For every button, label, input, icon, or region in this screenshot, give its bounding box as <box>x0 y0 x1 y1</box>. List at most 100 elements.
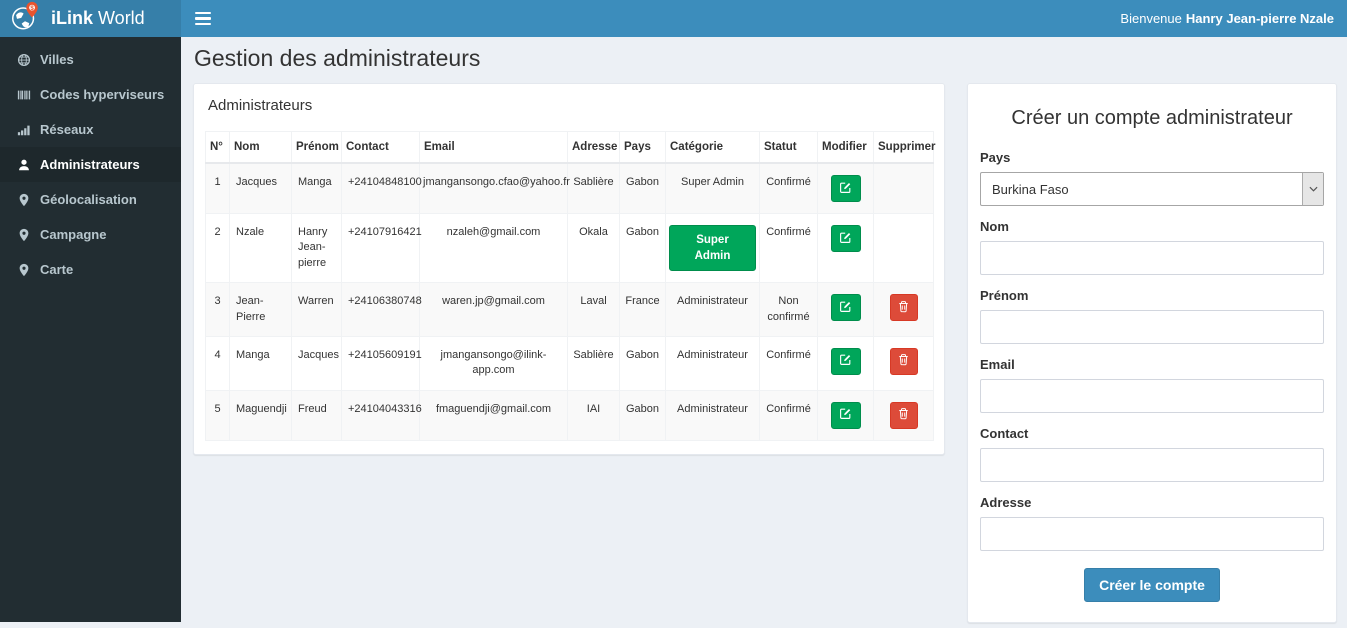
navbar: Bienvenue Hanry Jean-pierre Nzale <box>181 0 1347 37</box>
column-header-adresse: Adresse <box>567 131 620 164</box>
cell-nom: Jean-Pierre <box>229 282 292 337</box>
cell-categorie: Administrateur <box>665 335 760 391</box>
contact-input[interactable] <box>980 448 1324 482</box>
globe-icon <box>16 52 31 67</box>
column-header-pays: Pays <box>619 131 666 164</box>
delete-button[interactable] <box>889 401 918 429</box>
sidebar-item-carte[interactable]: Carte <box>0 252 181 287</box>
edit-button[interactable] <box>830 294 861 322</box>
nom-input[interactable] <box>980 241 1324 275</box>
cell-nom: Jacques <box>229 162 292 214</box>
adresse-input[interactable] <box>980 517 1324 551</box>
cell-adresse: IAI <box>567 389 620 441</box>
cell-adresse: Laval <box>567 282 620 337</box>
page-title: Gestion des administrateurs <box>194 45 481 71</box>
form-group-contact: Contact <box>980 426 1324 482</box>
brand-logo-area[interactable]: $ iLink World <box>0 0 181 37</box>
sidebar-item-villes[interactable]: Villes <box>0 42 181 77</box>
sidebar-item-label: Réseaux <box>40 122 94 137</box>
delete-button[interactable] <box>889 347 918 375</box>
column-header-modifier: Modifier <box>817 131 874 164</box>
cell-contact: +24105609191 <box>341 335 422 391</box>
edit-button[interactable] <box>830 401 861 429</box>
cell-supprimer <box>873 212 934 284</box>
ilink-globe-pin-logo-icon: $ <box>9 0 41 38</box>
sidebar-item-reseaux[interactable]: Réseaux <box>0 112 181 147</box>
map-marker-icon <box>16 192 31 207</box>
edit-icon <box>839 181 852 197</box>
cell-pays: France <box>619 282 666 337</box>
cell-contact: +24104043316 <box>341 389 422 441</box>
trash-icon <box>897 407 910 423</box>
email-input[interactable] <box>980 379 1324 413</box>
cell-prenom: Manga <box>291 162 342 214</box>
sidebar-item-label: Codes hyperviseurs <box>40 87 165 102</box>
field-label-pays: Pays <box>980 150 1011 165</box>
trash-icon <box>897 353 910 369</box>
edit-button[interactable] <box>830 347 861 375</box>
sidebar-item-administrateurs[interactable]: Administrateurs <box>0 147 181 182</box>
svg-text:$: $ <box>30 4 34 11</box>
form-group-nom: Nom <box>980 219 1324 275</box>
edit-icon <box>839 231 852 247</box>
cell-pays: Gabon <box>619 162 666 214</box>
cell-supprimer <box>873 335 934 391</box>
form-group-email: Email <box>980 357 1324 413</box>
cell-contact: +24106380748 <box>341 282 422 337</box>
cell-email: jmangansongo.cfao@yahoo.fr <box>419 162 570 214</box>
admin-table-row: 4 Manga Jacques +24105609191 jmangansongo@il… <box>205 335 934 391</box>
cell-pays: Gabon <box>619 212 666 284</box>
cell-nom: Maguendji <box>229 389 292 441</box>
edit-button[interactable] <box>830 225 861 252</box>
sidebar-item-label: Carte <box>40 262 74 277</box>
sidebar: Villes Codes hyperviseurs Réseaux Administr… <box>0 37 181 622</box>
cell-adresse: Okala <box>567 212 620 284</box>
map-marker-icon <box>16 262 31 277</box>
create-account-panel: Créer un compte administrateur Pays Burki… <box>967 83 1337 623</box>
sidebar-toggle-button[interactable] <box>181 0 225 37</box>
cell-pays: Gabon <box>619 389 666 441</box>
create-account-title: Créer un compte administrateur <box>1011 107 1293 129</box>
administrators-panel-title: Administrateurs <box>208 97 313 114</box>
map-marker-icon <box>16 227 31 242</box>
column-header-contact: Contact <box>341 131 420 164</box>
create-account-button[interactable]: Créer le compte <box>1084 568 1220 602</box>
column-header-supprimer: Supprimer <box>873 131 936 164</box>
cell-num: 3 <box>205 282 230 337</box>
sidebar-item-geolocalisation[interactable]: Géolocalisation <box>0 182 181 217</box>
prenom-input[interactable] <box>980 310 1324 344</box>
admin-table-row: 5 Maguendji Freud +24104043316 fmaguendji@gm… <box>205 389 934 441</box>
cell-categorie: Super Admin <box>665 212 760 284</box>
administrators-table: N° Nom Prénom Contact Email Adresse Pays Catégo… <box>205 131 936 441</box>
field-label-email: Email <box>980 357 1015 372</box>
cell-statut: Confirmé <box>759 335 818 391</box>
edit-icon <box>839 353 852 369</box>
cell-email: nzaleh@gmail.com <box>419 212 568 284</box>
brand-title-light: World <box>93 8 145 28</box>
admin-table-row: 3 Jean-Pierre Warren +24106380748 waren.jp@g… <box>205 282 934 337</box>
delete-button[interactable] <box>889 294 918 322</box>
cell-contact: +24104848100 <box>341 162 422 214</box>
pays-select[interactable]: Burkina Faso <box>980 172 1324 206</box>
cell-prenom: Hanry Jean-pierre <box>291 212 342 284</box>
column-header-statut: Statut <box>759 131 818 164</box>
cell-statut: Non confirmé <box>759 282 818 337</box>
cell-num: 5 <box>205 389 230 441</box>
cell-prenom: Freud <box>291 389 342 441</box>
selected-value: Burkina Faso <box>992 181 1069 197</box>
administrators-panel: Administrateurs N° Nom Prénom Contact Email A… <box>193 83 945 455</box>
edit-button[interactable] <box>830 175 861 202</box>
chevron-down-icon <box>1302 173 1323 205</box>
sidebar-item-codes-hyperviseurs[interactable]: Codes hyperviseurs <box>0 77 181 112</box>
sidebar-item-campagne[interactable]: Campagne <box>0 217 181 252</box>
sidebar-menu: Villes Codes hyperviseurs Réseaux Administr… <box>0 42 181 287</box>
super-admin-badge-button[interactable]: Super Admin <box>669 225 756 272</box>
admin-table-row: 1 Jacques Manga +24104848100 jmangansongo.cf… <box>205 162 934 214</box>
cell-prenom: Warren <box>291 282 342 337</box>
cell-num: 1 <box>205 162 230 214</box>
cell-num: 2 <box>205 212 230 284</box>
column-header-prenom: Prénom <box>291 131 342 164</box>
cell-adresse: Sablière <box>567 162 620 214</box>
field-label-nom: Nom <box>980 219 1009 234</box>
